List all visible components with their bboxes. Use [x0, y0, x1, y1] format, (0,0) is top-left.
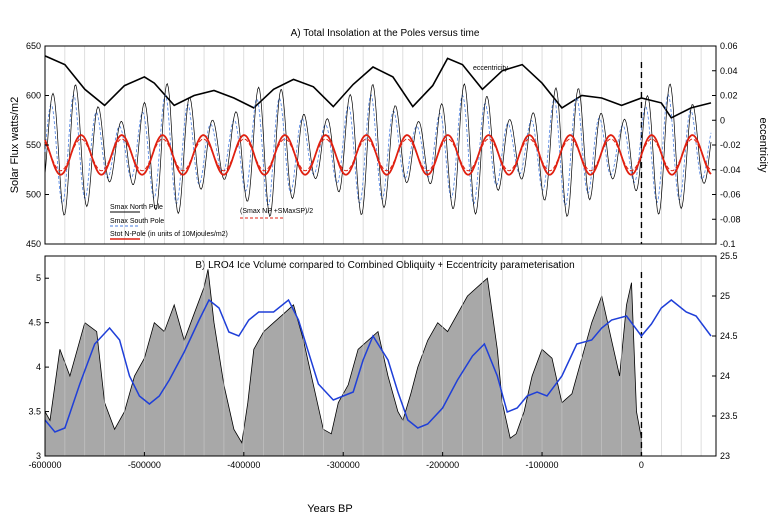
- panel-a-gridlines: [64, 46, 702, 244]
- panel-a-title: A) Total Insolation at the Poles versus …: [291, 28, 480, 39]
- tick-label: 25.5: [720, 251, 738, 261]
- tick-label: 23: [720, 451, 730, 461]
- panel-b-right-ticks: 23 23.5 24 24.5 25 25.5: [712, 251, 738, 461]
- tick-label: 23.5: [720, 411, 738, 421]
- tick-label: -0.1: [720, 239, 736, 249]
- tick-label: -300000: [327, 460, 360, 470]
- panel-b-frame: [44, 255, 717, 457]
- panel-b-x-ticks: -600000 -500000 -400000 -300000 -200000 -1000…: [28, 452, 644, 470]
- x-axis-label: Years BP: [307, 503, 352, 515]
- tick-label: 0: [720, 115, 725, 125]
- panel-a-ylabel-right: eccentricity: [757, 117, 768, 173]
- tick-label: 500: [26, 190, 41, 200]
- panel-b-left-ticks: 3 3.5 4 4.5 5: [28, 273, 49, 461]
- panel-a-ylabel-left: Solar Flux watts/m2: [9, 97, 21, 194]
- panel-b-title: B) LRO4 Ice Volume compared to Combined …: [195, 260, 574, 271]
- tick-label: -0.08: [720, 214, 741, 224]
- tick-label: 25: [720, 291, 730, 301]
- eccentricity-line: [44, 55, 712, 119]
- legend-label-smax-np: Smax North Pole: [110, 204, 163, 211]
- tick-label: 3.5: [28, 407, 41, 417]
- tick-label: -0.06: [720, 190, 741, 200]
- tick-label: 0.06: [720, 41, 738, 51]
- panel-a-legend: Smax North Pole Smax South Pole Stot N-P…: [110, 204, 313, 240]
- panel-a-left-ticks: 450 500 550 600 650: [26, 41, 49, 249]
- tick-label: 24.5: [720, 331, 738, 341]
- tick-label: 600: [26, 91, 41, 101]
- tick-label: 450: [26, 239, 41, 249]
- panel-a-series: [44, 55, 712, 218]
- eccentricity-annotation: eccentricity: [473, 65, 509, 72]
- stot-north-pole-line: [44, 134, 712, 176]
- tick-label: 0.02: [720, 91, 738, 101]
- panel-b-gridlines: [64, 256, 702, 456]
- tick-label: 550: [26, 140, 41, 150]
- tick-label: 4: [36, 362, 41, 372]
- tick-label: -500000: [128, 460, 161, 470]
- tick-label: 5: [36, 273, 41, 283]
- tick-label: -200000: [426, 460, 459, 470]
- tick-label: 0.04: [720, 66, 738, 76]
- legend-label-avg: (Smax NP +SMaxSP)/2: [240, 208, 313, 215]
- tick-label: -0.02: [720, 140, 741, 150]
- panel-a-right-ticks: -0.1 -0.08 -0.06 -0.04 -0.02 0 0.02 0.04 0.06: [712, 41, 741, 249]
- tick-label: 4.5: [28, 318, 41, 328]
- smax-north-pole-line: [44, 82, 712, 218]
- tick-label: -100000: [526, 460, 559, 470]
- panel-b-parameterisation: [44, 298, 712, 433]
- tick-label: -600000: [28, 460, 61, 470]
- smax-south-pole-line: [44, 93, 712, 206]
- panel-a-frame: [44, 45, 717, 245]
- panel-b-ice-volume-area: [44, 269, 642, 457]
- tick-label: -400000: [227, 460, 260, 470]
- tick-label: 3: [36, 451, 41, 461]
- tick-label: -0.04: [720, 165, 741, 175]
- tick-label: 650: [26, 41, 41, 51]
- ice-volume-area: [44, 269, 642, 457]
- tick-label: 0: [639, 460, 644, 470]
- tick-label: 24: [720, 371, 730, 381]
- parameterisation-line: [44, 298, 712, 433]
- legend-label-smax-sp: Smax South Pole: [110, 218, 164, 225]
- legend-label-stot-np: Stot N-Pole (in units of 10Mjoules/m2): [110, 231, 228, 238]
